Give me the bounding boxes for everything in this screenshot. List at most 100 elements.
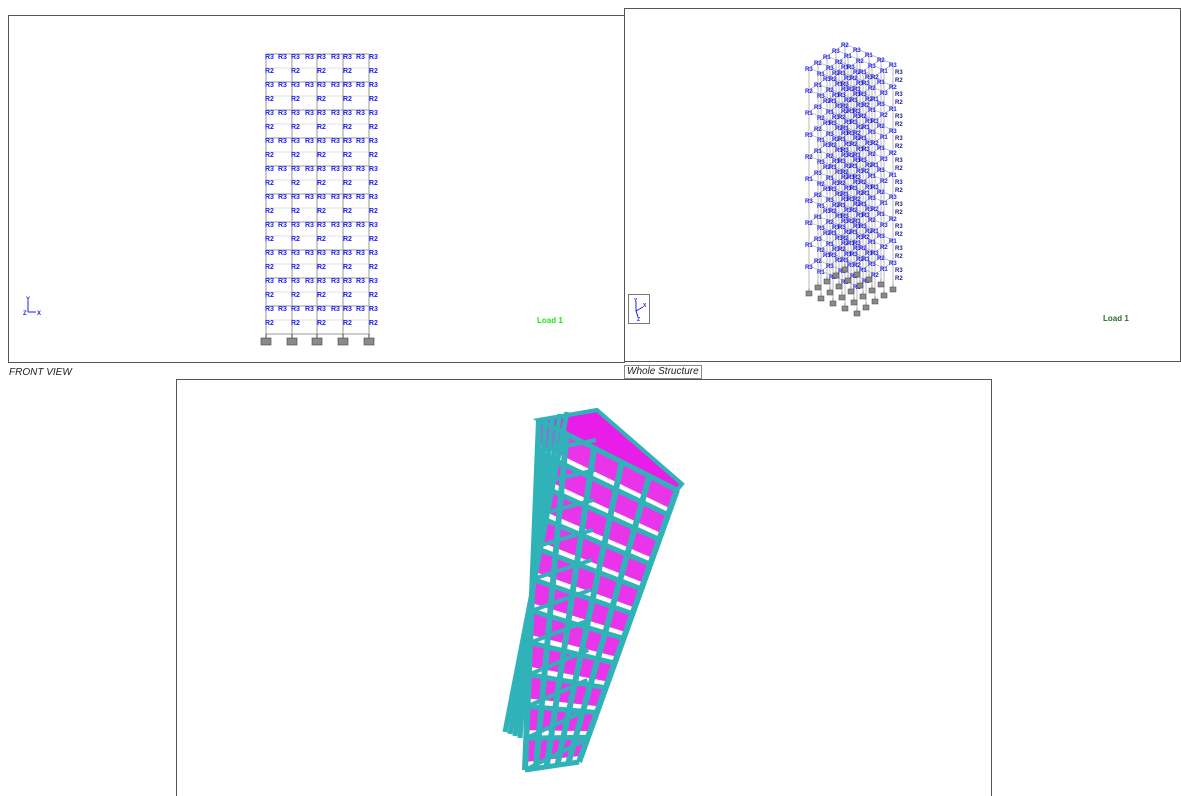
member-label: R2 [835, 192, 843, 198]
member-label-r3: R3 [305, 250, 314, 257]
frame-beam [535, 468, 596, 486]
member-label: R2 [877, 190, 885, 196]
member-label: R3 [868, 262, 876, 268]
member-label: R1 [841, 258, 849, 264]
support-block [805, 290, 813, 297]
support-block [847, 288, 855, 295]
member-label: R1 [841, 65, 849, 71]
member-label-r3: R3 [343, 250, 352, 257]
member-label-r3: R3 [291, 194, 300, 201]
member-label: R2 [829, 143, 837, 149]
member-label-r3: R3 [291, 54, 300, 61]
member-label: R2 [853, 197, 861, 203]
member-label-r2: R2 [343, 124, 352, 131]
support-block [260, 337, 272, 346]
member-label: R3 [871, 251, 879, 257]
frame-beam [532, 558, 593, 581]
member-label: R2 [814, 127, 822, 133]
member-label: R2 [847, 87, 855, 93]
member-label: R3 [862, 81, 870, 87]
member-label: R1 [847, 175, 855, 181]
member-label-r3: R3 [305, 82, 314, 89]
member-label: R1 [826, 110, 834, 116]
member-label: R3 [847, 197, 855, 203]
member-label: R2 [871, 141, 879, 147]
member-label-r3: R3 [331, 110, 340, 117]
member-label: R2 [856, 191, 864, 197]
frame-column [576, 488, 680, 764]
member-label-r3: R3 [331, 278, 340, 285]
member-label-r2: R2 [343, 320, 352, 327]
member-label: R1 [868, 108, 876, 114]
member-label-r3: R3 [305, 138, 314, 145]
member-label: R2 [865, 229, 873, 235]
member-label: R2 [847, 153, 855, 159]
member-label: R1 [853, 153, 861, 159]
render-view-panel[interactable] [176, 379, 992, 796]
whole-structure-panel[interactable]: R2R3R1R2R3R3R1R2R3R1R1R2R3R1R2R2R3R1R2R3… [624, 8, 1181, 362]
member-label-r2: R2 [369, 180, 378, 187]
member-label: R3 [841, 153, 849, 159]
member-label-r3: R3 [369, 222, 378, 229]
frame-beam [533, 544, 643, 592]
member-label: R3 [841, 219, 849, 225]
member-label-r3: R3 [317, 194, 326, 201]
member-label: R2 [841, 104, 849, 110]
member-label: R2 [832, 71, 840, 77]
member-label-r3: R3 [369, 110, 378, 117]
member-label: R2 [805, 89, 813, 95]
member-label-r3: R3 [305, 166, 314, 173]
member-label: R3 [832, 181, 840, 187]
whole-structure-isometric-diagram: R2R3R1R2R3R3R1R2R3R1R1R2R3R1R2R2R3R1R2R3… [805, 43, 903, 317]
member-label: R2 [853, 131, 861, 137]
member-label: R3 [853, 241, 861, 247]
member-label-r3: R3 [369, 194, 378, 201]
member-label: R3 [859, 92, 867, 98]
member-label: R2 [889, 217, 897, 223]
member-label: R2 [832, 137, 840, 143]
load-label: Load 1 [1103, 314, 1129, 323]
member-label-r2: R2 [317, 68, 326, 75]
member-label: R1 [868, 240, 876, 246]
member-label: R1 [877, 146, 885, 152]
member-label-r2: R2 [265, 68, 274, 75]
member-label: R3 [853, 180, 861, 186]
member-label: R2 [895, 78, 903, 84]
member-label-r2: R2 [317, 152, 326, 159]
member-label: R2 [853, 136, 861, 142]
member-label: R3 [817, 94, 825, 100]
member-label: R1 [829, 231, 837, 237]
member-label-r2: R2 [265, 124, 274, 131]
member-label: R2 [847, 219, 855, 225]
member-label: R1 [835, 214, 843, 220]
member-label: R1 [823, 187, 831, 193]
member-label: R2 [823, 231, 831, 237]
member-label: R3 [805, 133, 813, 139]
member-label-r3: R3 [331, 250, 340, 257]
member-label-r3: R3 [265, 54, 274, 61]
front-view-panel[interactable]: R3 R3 R3 R3 R3 R3 R3 R3 R3 R2 R2 R2 R2 R2 R3 R3 R3 R3 R3 R3… [8, 15, 625, 363]
member-label-r3: R3 [369, 250, 378, 257]
member-label: R3 [847, 65, 855, 71]
member-label-r3: R3 [265, 222, 274, 229]
member-label: R3 [829, 121, 837, 127]
member-label: R2 [838, 247, 846, 253]
member-label: R1 [853, 219, 861, 225]
member-label: R1 [877, 212, 885, 218]
load-label: Load 1 [537, 316, 563, 325]
member-label-r3: R3 [278, 222, 287, 229]
member-label: R3 [823, 143, 831, 149]
member-label: R3 [895, 246, 903, 252]
member-label: R1 [814, 215, 822, 221]
member-label: R1 [862, 191, 870, 197]
member-label-r3: R3 [278, 166, 287, 173]
member-label: R1 [841, 126, 849, 132]
member-label: R2 [823, 165, 831, 171]
member-label-r2: R2 [343, 68, 352, 75]
member-label-r3: R3 [356, 54, 365, 61]
member-label-r3: R3 [305, 278, 314, 285]
member-label-r2: R2 [265, 96, 274, 103]
member-label: R3 [847, 131, 855, 137]
member-label: R3 [859, 158, 867, 164]
member-label: R2 [835, 258, 843, 264]
